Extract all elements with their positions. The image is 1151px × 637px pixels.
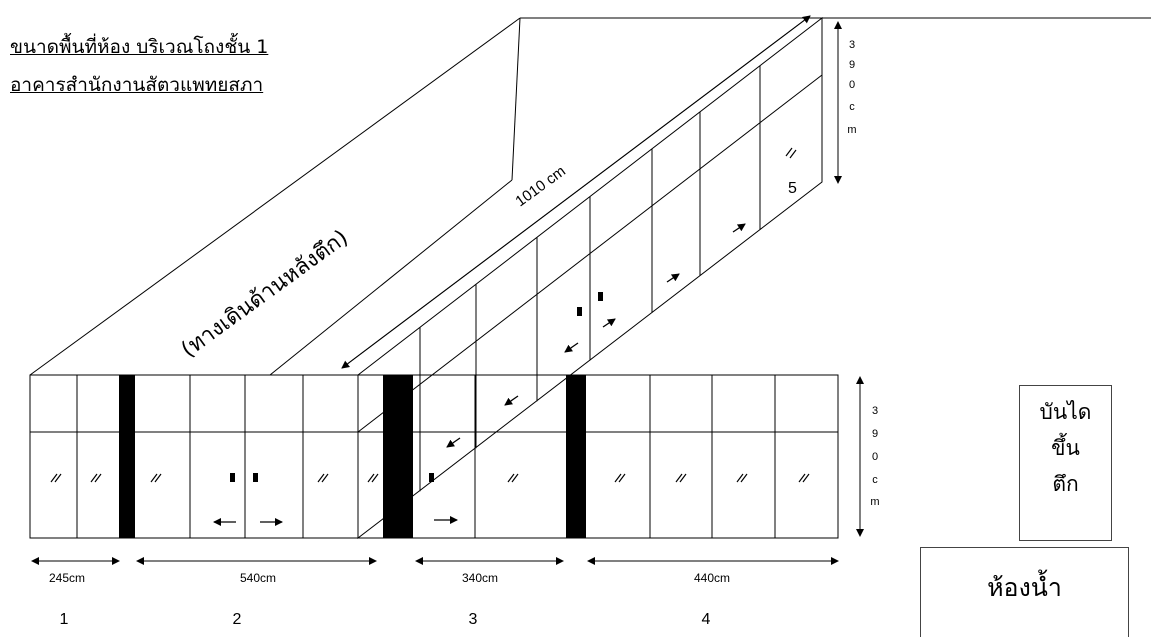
side-section-number: 5 [788, 180, 797, 197]
hatch-mark [154, 473, 162, 483]
side-wall-marks [785, 147, 797, 159]
stairs-label-line: บันได [1039, 400, 1092, 424]
svg-text:m: m [870, 496, 879, 508]
hatch-mark [675, 473, 683, 483]
slide-arrow [446, 437, 461, 448]
hatch-mark [317, 473, 325, 483]
walkway-label: (ทางเดินด้านหลังตึก) [177, 225, 353, 363]
hatch-mark [367, 473, 375, 483]
width-labels: 245cm 540cm 340cm 440cm [49, 571, 730, 585]
front-wall [29, 374, 839, 539]
hatch-mark [54, 473, 62, 483]
stairs-label: บันได ขึ้น ตึก [1020, 386, 1111, 502]
side-length-dimension [341, 15, 811, 369]
door-handle [253, 473, 258, 482]
svg-text:0: 0 [872, 451, 878, 463]
toilet-box: ห้องน้ำ [920, 547, 1129, 637]
pillar [119, 375, 135, 538]
pillar [383, 375, 413, 538]
title-line-1: ขนาดพื้นที่ห้อง บริเวณโถงชั้น 1 [10, 36, 269, 58]
side-wall-mullions [419, 65, 761, 492]
slide-arrow [666, 273, 680, 283]
title-line-2: อาคารสำนักงานสัตวแพทยสภา [10, 74, 264, 96]
side-wall-handles [577, 292, 603, 316]
hatch-mark [90, 473, 98, 483]
hatch-mark [802, 473, 810, 483]
toilet-label: ห้องน้ำ [987, 573, 1062, 602]
section-number: 4 [702, 611, 711, 628]
stairs-box: บันได ขึ้น ตึก [1019, 385, 1112, 541]
svg-text:3: 3 [872, 405, 878, 417]
dimension-label: 245cm [49, 571, 85, 585]
hatch-mark [94, 473, 102, 483]
stairs-label-line: ขึ้น [1051, 436, 1080, 460]
walkway-left-edge [29, 17, 521, 376]
stairs-label-line: ตึก [1052, 472, 1079, 496]
walkway-inner-edge [269, 179, 513, 376]
pillar [566, 375, 586, 538]
svg-text:c: c [872, 474, 878, 486]
front-wall-handles [230, 473, 434, 482]
hatch-mark [618, 473, 626, 483]
hatch-mark [798, 473, 806, 483]
slide-arrow [564, 342, 579, 353]
svg-text:c: c [849, 101, 855, 113]
section-numbers: 1 2 3 4 [60, 611, 711, 628]
front-wall-arrows [213, 516, 458, 526]
door-handle [577, 307, 582, 316]
front-wall-outline [29, 374, 839, 539]
slide-arrow [504, 395, 519, 406]
hatch-mark [679, 473, 687, 483]
section-number: 2 [233, 611, 242, 628]
door-handle [429, 473, 434, 482]
walkway-outline [29, 17, 1151, 376]
svg-text:9: 9 [849, 59, 855, 71]
door-handle [598, 292, 603, 301]
hatch-mark [371, 473, 379, 483]
dimension-label: 340cm [462, 571, 498, 585]
door-handle [230, 473, 235, 482]
front-height-label: 3 9 0 c m [870, 405, 879, 508]
hatch-mark [736, 473, 744, 483]
front-wall-hatch-marks [50, 473, 810, 483]
hatch-mark [321, 473, 329, 483]
svg-text:0: 0 [849, 79, 855, 91]
section-number: 3 [469, 611, 478, 628]
section-number: 1 [60, 611, 69, 628]
walkway-corner-edge [511, 17, 521, 181]
side-hatch-mark [785, 147, 793, 157]
dimension-label: 540cm [240, 571, 276, 585]
hatch-mark [740, 473, 748, 483]
side-wall-arrows [446, 223, 746, 448]
hatch-mark [50, 473, 58, 483]
svg-text:m: m [847, 124, 856, 136]
side-hatch-mark [789, 149, 797, 159]
slide-arrow [732, 223, 746, 233]
hatch-mark [511, 473, 519, 483]
slide-arrow [602, 318, 616, 328]
pillars [119, 375, 586, 538]
front-wall-mullions [76, 375, 776, 538]
svg-text:9: 9 [872, 428, 878, 440]
hatch-mark [614, 473, 622, 483]
hatch-mark [150, 473, 158, 483]
side-height-label: 3 9 0 c m [847, 39, 856, 136]
hatch-mark [507, 473, 515, 483]
dimension-label: 440cm [694, 571, 730, 585]
svg-text:3: 3 [849, 39, 855, 51]
side-wall-outline [357, 16, 823, 540]
